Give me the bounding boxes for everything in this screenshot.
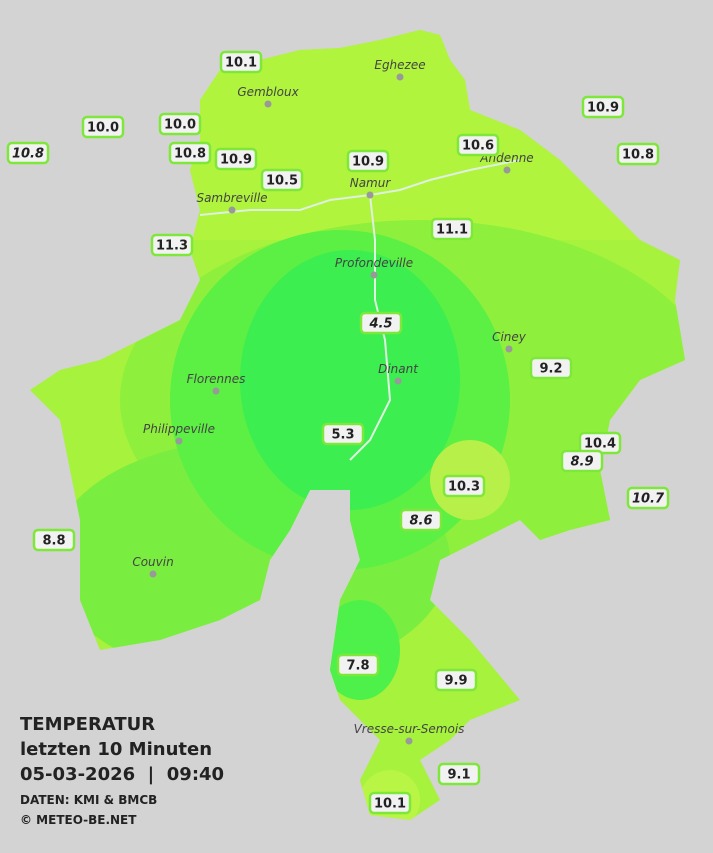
reading-box — [260, 168, 304, 192]
reading-value: 4.5 — [368, 317, 392, 332]
reading-box — [456, 133, 500, 157]
reading-box — [158, 112, 202, 136]
reading-box — [150, 233, 194, 257]
reading-value: 10.8 — [622, 148, 654, 163]
city-label: Couvin — [132, 555, 173, 569]
reading-value: 10.1 — [225, 56, 257, 71]
city-dot — [505, 345, 513, 353]
city-dot — [149, 570, 157, 578]
city-label: Ciney — [492, 330, 527, 344]
reading-value: 7.8 — [346, 659, 369, 674]
reading-value: 5.3 — [331, 428, 354, 443]
city-dot — [212, 387, 220, 395]
legend-title: TEMPERATUR — [20, 714, 155, 735]
reading-value: 10.3 — [448, 480, 480, 495]
zone — [240, 250, 460, 510]
city-label: Philippeville — [143, 422, 215, 436]
reading-box — [581, 95, 625, 119]
city-dot — [405, 737, 413, 745]
reading-value: 10.8 — [174, 147, 206, 162]
reading-value: 8.9 — [570, 455, 593, 470]
reading-box — [442, 474, 486, 498]
reading-box — [399, 508, 443, 532]
labels: EghezeeGemblouxAndenneNamurSambrevillePr… — [6, 50, 670, 827]
reading-box — [560, 449, 604, 473]
reading-box — [214, 147, 258, 171]
reading-box — [616, 142, 660, 166]
reading-value: 10.0 — [164, 118, 196, 133]
reading-box — [368, 791, 412, 815]
reading-box — [434, 668, 478, 692]
city-label: Eghezee — [374, 58, 425, 72]
reading-value: 10.1 — [374, 797, 406, 812]
reading-box — [6, 141, 50, 165]
city-label: Dinant — [378, 362, 419, 376]
city-dot — [175, 437, 183, 445]
city-dot — [264, 100, 272, 108]
reading-value: 9.2 — [539, 362, 562, 377]
city-dot — [394, 377, 402, 385]
city-dot — [396, 73, 404, 81]
reading-value: 9.1 — [447, 768, 470, 783]
reading-value: 11.1 — [436, 223, 468, 238]
reading-box — [219, 50, 263, 74]
legend-subtitle: letzten 10 Minuten — [20, 739, 212, 760]
reading-value: 11.3 — [156, 239, 188, 254]
reading-box — [626, 486, 670, 510]
reading-box — [168, 141, 212, 165]
city-dot — [503, 166, 511, 174]
reading-box — [430, 217, 474, 241]
reading-value: 10.0 — [87, 121, 119, 136]
reading-value: 10.4 — [584, 437, 616, 452]
reading-value: 10.7 — [632, 492, 665, 507]
reading-value: 10.9 — [352, 155, 384, 170]
city-dot — [366, 191, 374, 199]
reading-value: 10.6 — [462, 139, 494, 154]
reading-box — [336, 653, 380, 677]
city-label: Profondeville — [335, 256, 413, 270]
reading-value: 10.9 — [587, 101, 619, 116]
reading-box — [437, 762, 481, 786]
reading-value: 10.9 — [220, 153, 252, 168]
city-dot — [228, 206, 236, 214]
reading-box — [346, 149, 390, 173]
legend-copyright: © METEO-BE.NET — [20, 813, 137, 827]
reading-box — [81, 115, 125, 139]
city-label: Namur — [350, 176, 392, 190]
legend-source: DATEN: KMI & BMCB — [20, 793, 157, 807]
reading-box — [359, 311, 403, 335]
reading-box — [321, 422, 365, 446]
city-label: Sambreville — [196, 191, 267, 205]
reading-value: 10.8 — [12, 147, 44, 162]
reading-value: 8.6 — [409, 514, 432, 529]
city-label: Florennes — [187, 372, 246, 386]
reading-value: 9.9 — [444, 674, 467, 689]
legend-datetime: 05-03-2026 | 09:40 — [20, 764, 224, 785]
city-dot — [370, 271, 378, 279]
city-label: Gembloux — [237, 85, 299, 99]
city-label: Vresse-sur-Semois — [354, 722, 465, 736]
reading-value: 8.8 — [42, 534, 65, 549]
reading-box — [32, 528, 76, 552]
reading-value: 10.5 — [266, 174, 298, 189]
reading-box — [529, 356, 573, 380]
